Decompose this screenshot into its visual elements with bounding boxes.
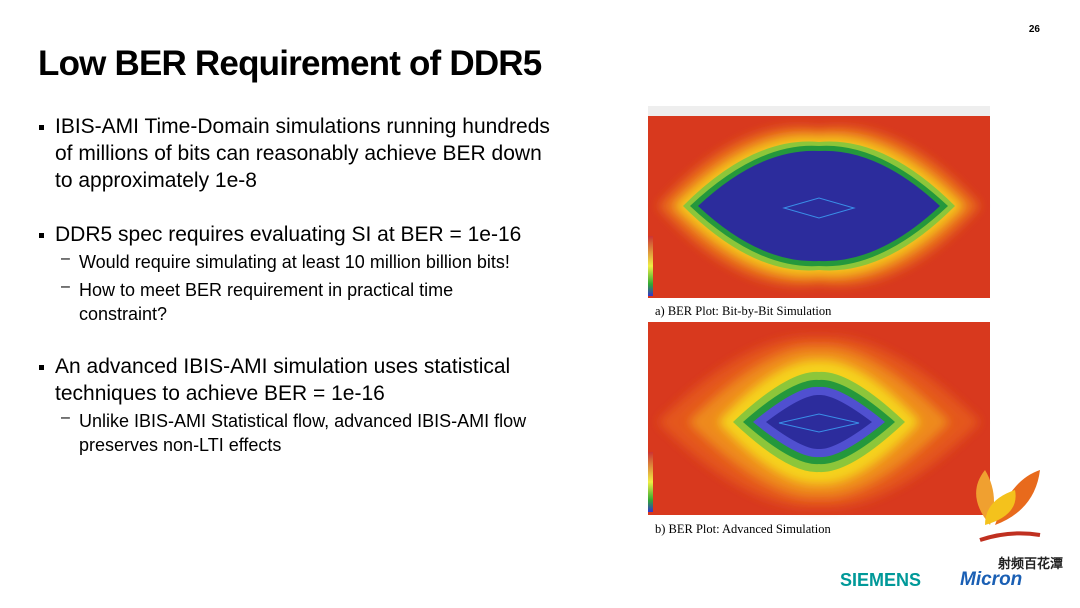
- sub-bullet: Would require simulating at least 10 mil…: [55, 247, 529, 274]
- micron-logo: Micron: [960, 569, 1022, 590]
- figure-caption: b) BER Plot: Advanced Simulation: [655, 522, 831, 536]
- sub-bullet: Unlike IBIS-AMI Statistical flow, advanc…: [55, 406, 529, 457]
- sub-bullet: How to meet BER requirement in practical…: [55, 275, 529, 326]
- watermark: 射频百花潭: [997, 556, 1063, 572]
- page-number: 26: [1028, 24, 1040, 35]
- slide-title: Low BER Requirement of DDR5: [38, 44, 542, 83]
- bullet: DDR5 spec requires evaluating SI at BER …: [38, 221, 560, 326]
- flower-logo: [976, 470, 1041, 542]
- bullet-list: IBIS-AMI Time-Domain simulations running…: [38, 113, 568, 484]
- siemens-logo: SIEMENS: [840, 570, 921, 590]
- figure-caption: a) BER Plot: Bit-by-Bit Simulation: [655, 304, 832, 318]
- bullet: An advanced IBIS-AMI simulation uses sta…: [38, 353, 560, 457]
- bullet: IBIS-AMI Time-Domain simulations running…: [38, 113, 560, 194]
